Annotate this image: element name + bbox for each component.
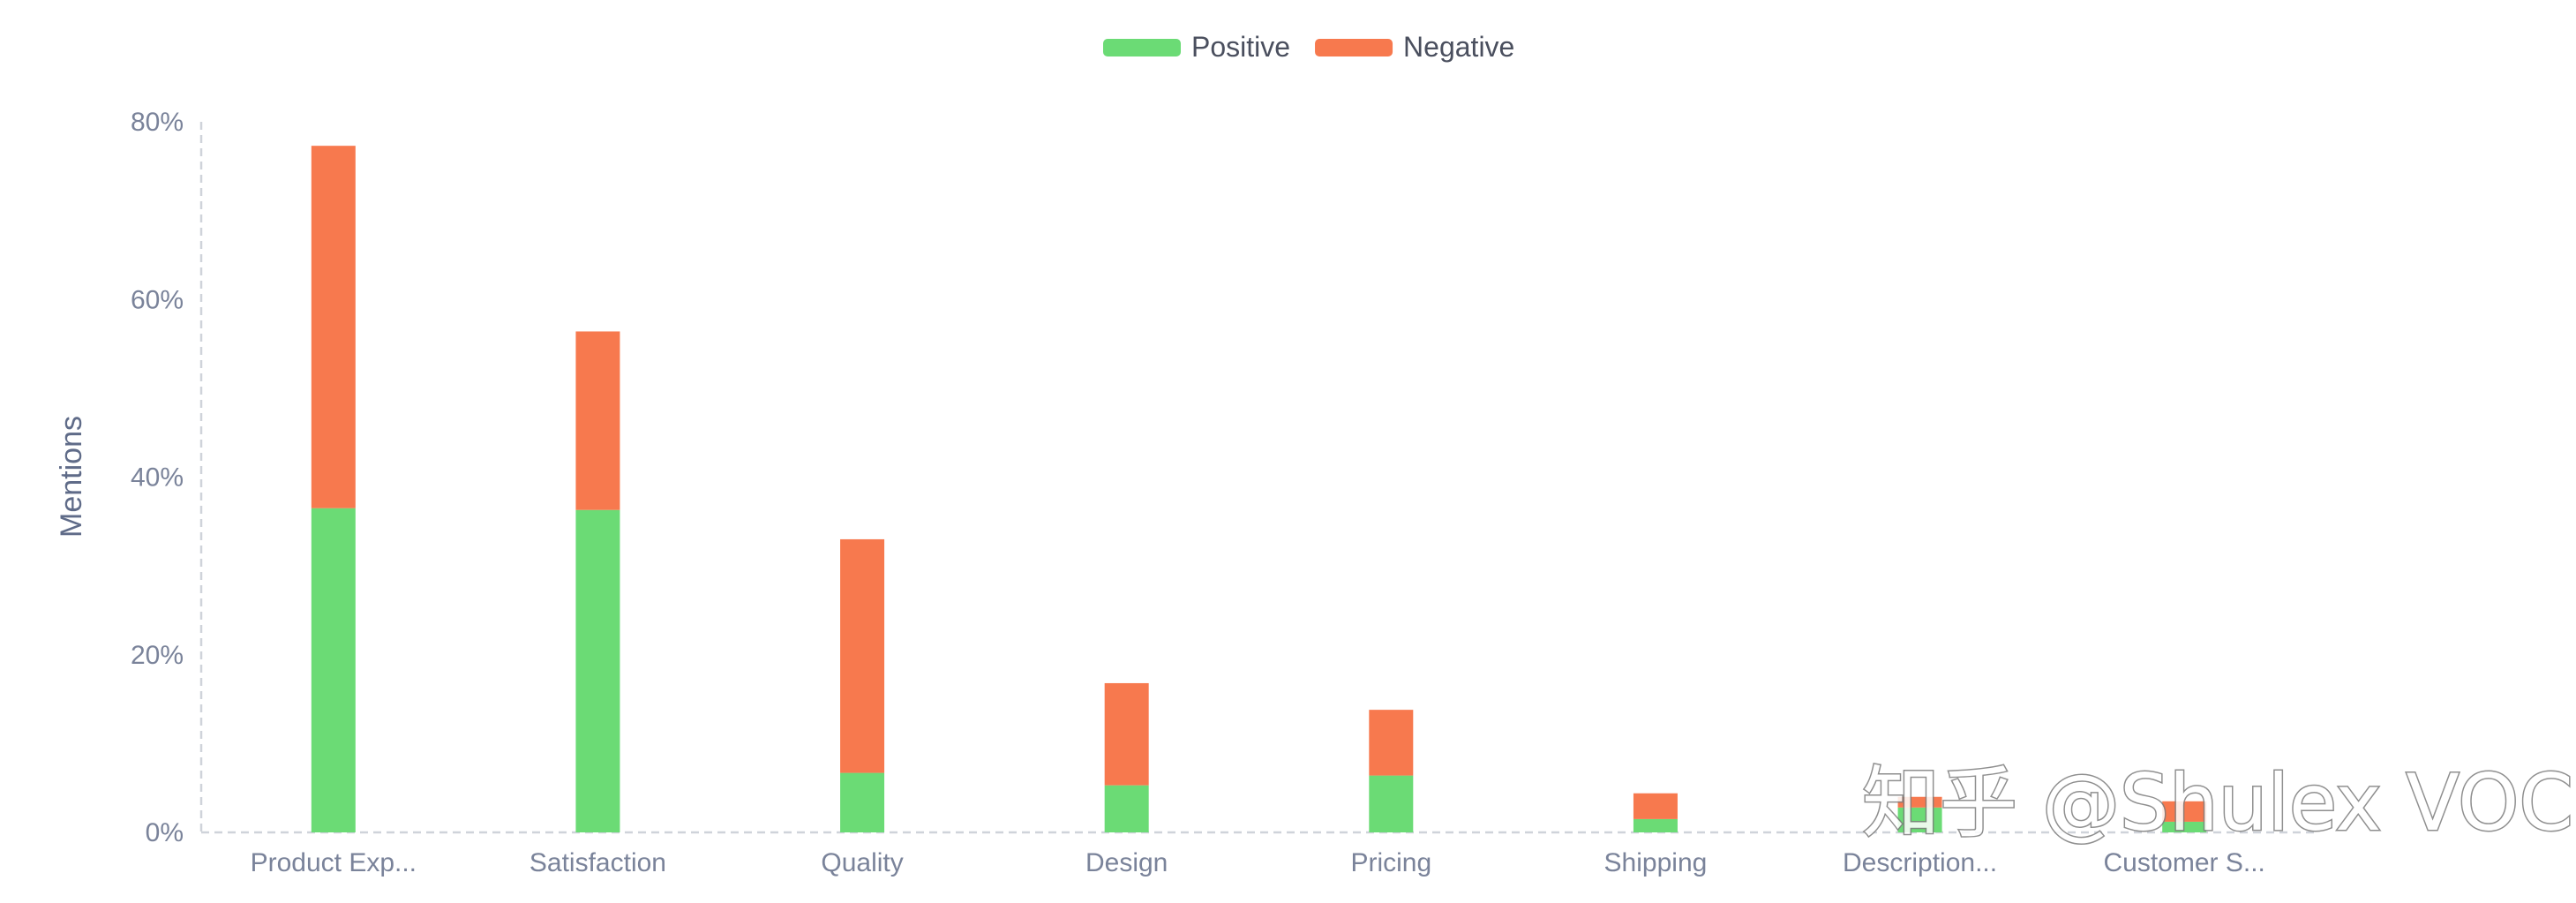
bar-positive-2[interactable] [840, 772, 885, 832]
bar-positive-5[interactable] [1633, 818, 1678, 832]
bar-positive-3[interactable] [1104, 785, 1149, 832]
y-tick-label: 0% [146, 818, 184, 847]
y-axis-title: Mentions [55, 416, 88, 538]
bar-negative-4[interactable] [1369, 710, 1414, 776]
bar-negative-6[interactable] [1897, 796, 1942, 808]
legend-label-positive[interactable]: Positive [1191, 31, 1290, 63]
bar-negative-7[interactable] [2162, 801, 2207, 822]
x-tick-label: Satisfaction [529, 848, 666, 877]
bar-positive-7[interactable] [2162, 821, 2207, 832]
bar-positive-0[interactable] [311, 508, 356, 832]
bar-negative-2[interactable] [840, 538, 885, 773]
x-tick-label: Pricing [1350, 848, 1431, 877]
x-tick-label: Quality [821, 848, 903, 877]
x-tick-label: Shipping [1604, 848, 1708, 877]
bar-negative-5[interactable] [1633, 793, 1678, 819]
bar-positive-4[interactable] [1369, 775, 1414, 832]
legend: Positive Negative [1103, 31, 1514, 63]
bar-negative-1[interactable] [575, 331, 620, 510]
y-tick-label: 20% [131, 641, 184, 670]
bar-negative-3[interactable] [1104, 682, 1149, 786]
legend-swatch-negative[interactable] [1315, 39, 1393, 56]
y-tick-labels: 0% 20% 40% 60% 80% [131, 108, 184, 847]
bar-positive-6[interactable] [1897, 807, 1942, 832]
watermark: 知乎 @Shulex VOC [1862, 757, 2573, 848]
y-tick-label: 60% [131, 285, 184, 314]
legend-swatch-positive[interactable] [1103, 39, 1181, 56]
legend-label-negative[interactable]: Negative [1403, 31, 1514, 63]
bar-group [311, 146, 2207, 832]
y-tick-label: 80% [131, 108, 184, 137]
bar-positive-1[interactable] [575, 509, 620, 832]
x-tick-label: Customer S... [2103, 848, 2264, 877]
bar-negative-0[interactable] [311, 146, 356, 508]
x-tick-label: Description... [1843, 848, 1997, 877]
x-tick-label: Product Exp... [251, 848, 417, 877]
y-tick-label: 40% [131, 463, 184, 493]
x-tick-labels: Product Exp... Satisfaction Quality Design P… [251, 848, 2265, 877]
x-tick-label: Design [1085, 848, 1168, 877]
